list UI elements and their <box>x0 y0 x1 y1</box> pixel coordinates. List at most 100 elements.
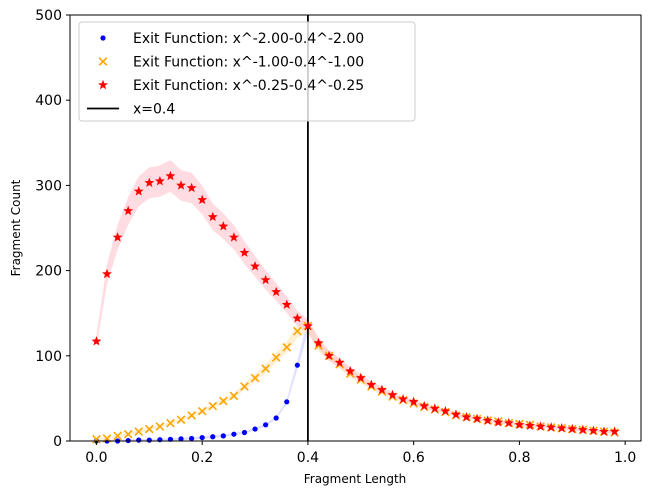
series-1-point <box>229 391 239 401</box>
series-2-point <box>429 403 440 413</box>
series-0-point <box>220 433 226 439</box>
legend-box <box>78 21 416 122</box>
series-1-point <box>155 422 165 431</box>
series-2-point <box>503 417 514 428</box>
series-2-band <box>96 160 615 433</box>
series-0-point <box>210 434 216 440</box>
series-2-point <box>440 405 451 416</box>
series-1-point <box>197 406 207 416</box>
series-1-point <box>261 364 270 373</box>
legend-marker-icon <box>100 35 106 41</box>
series-0-point <box>294 362 300 368</box>
series-0-point <box>252 426 258 432</box>
y-tick-label: 0 <box>53 434 62 450</box>
series-2-point <box>366 379 377 389</box>
legend-marker-icon <box>98 79 108 90</box>
series-2-point <box>239 247 250 257</box>
legend-label: x=0.4 <box>133 102 175 118</box>
legend: Exit Function: x^-2.00-0.4^-2.00 Exit Fun… <box>78 21 416 122</box>
legend-entry: Exit Function: x^-0.25-0.4^-0.25 <box>98 78 364 94</box>
series-2-point <box>514 419 525 430</box>
y-axis-label: Fragment Count <box>9 179 23 276</box>
x-tick-label: 0.2 <box>191 450 213 466</box>
series-1-point <box>208 401 218 411</box>
series-2-point <box>387 389 398 400</box>
series-2-point <box>197 194 208 205</box>
series-2-point <box>144 177 155 188</box>
series-1-point <box>240 382 249 391</box>
series-2-point <box>482 415 493 425</box>
series-1-point <box>144 424 154 434</box>
series-2-point <box>355 372 366 383</box>
legend-entry: x=0.4 <box>87 102 175 118</box>
series-0-point <box>146 437 152 443</box>
series-0-point <box>178 436 184 442</box>
x-tick-label: 0.8 <box>508 450 530 466</box>
x-tick-label: 0.6 <box>403 450 425 466</box>
series-2-point <box>577 424 588 435</box>
series-1-point <box>292 326 302 336</box>
series-2-point <box>451 409 461 419</box>
series-2-point <box>228 232 239 242</box>
series-0-point <box>199 434 205 441</box>
series-2-point <box>133 186 144 196</box>
series-2-point <box>165 170 176 181</box>
series-2-point <box>556 423 567 433</box>
x-axis-ticks: 0.0 0.2 0.4 0.6 0.8 1.0 <box>85 441 636 466</box>
series-0-point <box>189 435 195 442</box>
series-2-point <box>313 337 324 348</box>
series-0-point <box>136 437 142 443</box>
series-2-point <box>302 320 313 331</box>
x-tick-label: 0.4 <box>297 450 319 466</box>
series-2-point <box>260 274 271 285</box>
series-2-point <box>546 422 557 432</box>
series-1-point <box>113 431 122 441</box>
y-tick-label: 300 <box>35 178 62 194</box>
series-2-point <box>281 299 292 309</box>
series-1-point <box>134 427 144 436</box>
series-0-point <box>273 415 279 421</box>
series-1-point <box>250 373 260 383</box>
series-2-point <box>271 286 282 297</box>
series-1-point <box>123 429 133 439</box>
series-2-point <box>419 400 430 411</box>
series-2-point <box>408 396 419 407</box>
series-1-point <box>176 415 186 425</box>
series-2-point <box>376 384 387 395</box>
series-2-point <box>91 336 102 346</box>
y-tick-label: 500 <box>35 8 62 24</box>
legend-entries: Exit Function: x^-2.00-0.4^-2.00 Exit Fun… <box>87 31 364 118</box>
confidence-bands <box>96 160 615 441</box>
x-tick-label: 0.0 <box>85 450 107 466</box>
series-1-point <box>92 434 101 444</box>
series-2-point <box>567 423 578 434</box>
series-1-point <box>187 411 196 420</box>
legend-entry: Exit Function: x^-1.00-0.4^-1.00 <box>98 55 364 71</box>
series-2-point <box>112 232 123 242</box>
series-1-point <box>282 342 292 352</box>
series-2-point <box>176 180 186 190</box>
series-2-point <box>472 413 483 424</box>
legend-label: Exit Function: x^-1.00-0.4^-1.00 <box>133 55 364 71</box>
series-2-point <box>250 261 260 271</box>
series-2-point <box>609 426 620 436</box>
series-0-point <box>263 422 269 428</box>
series-1-band <box>96 319 615 441</box>
series-0-point <box>157 437 163 443</box>
legend-label: Exit Function: x^-2.00-0.4^-2.00 <box>133 31 364 47</box>
series-2-point <box>292 313 303 323</box>
series-2-point <box>398 394 409 404</box>
data-markers <box>91 170 620 444</box>
series-2-point <box>588 425 599 435</box>
series-0-point <box>231 431 237 437</box>
series-2-point <box>525 420 535 430</box>
series-0-point <box>241 429 248 436</box>
series-2-point <box>102 268 112 279</box>
series-1-point <box>166 418 175 428</box>
series-2-point <box>207 211 218 222</box>
legend-label: Exit Function: x^-0.25-0.4^-0.25 <box>133 78 364 94</box>
legend-entry: Exit Function: x^-2.00-0.4^-2.00 <box>100 31 364 47</box>
y-tick-label: 400 <box>35 93 62 109</box>
y-tick-label: 200 <box>35 264 62 280</box>
